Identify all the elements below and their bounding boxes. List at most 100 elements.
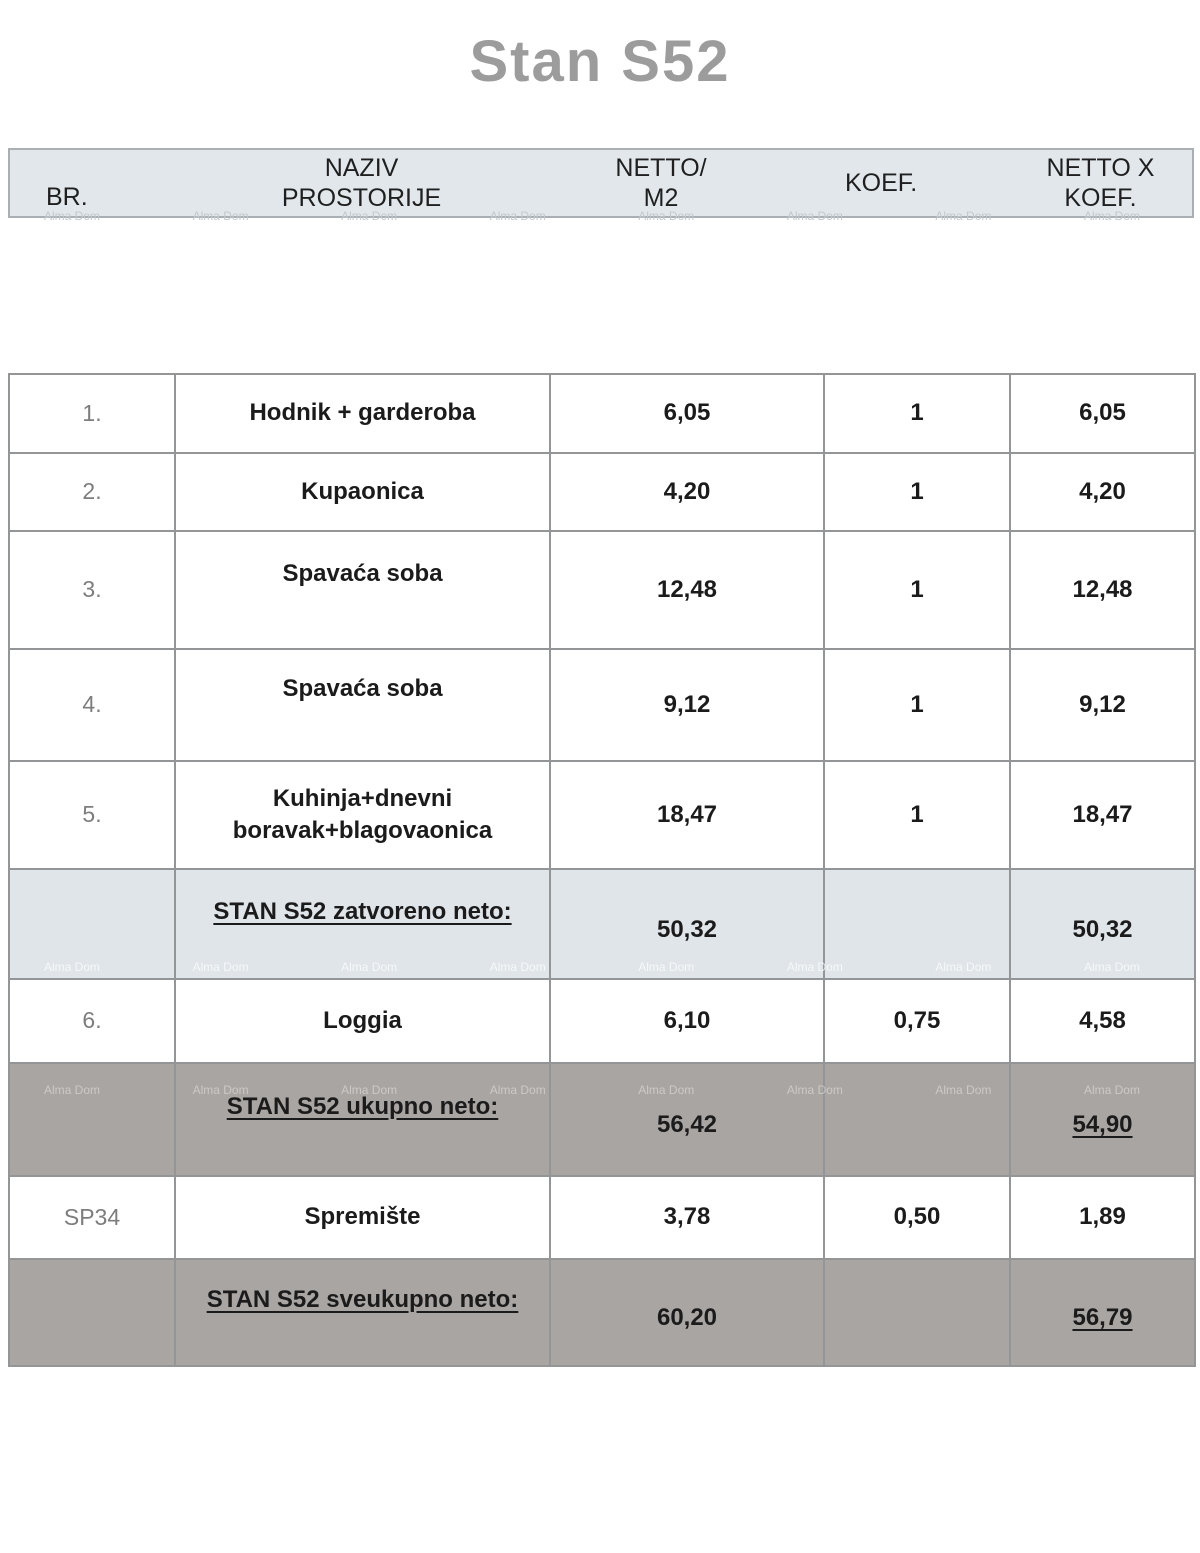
netto-m2-value: 4,20 (663, 477, 711, 505)
cell-br: SP34 (8, 1175, 176, 1260)
row-number: 6. (82, 1007, 102, 1034)
header-label-m2: M2 (643, 184, 679, 212)
row-number: 3. (82, 576, 102, 603)
cell-netto-m2: 6,05 (549, 373, 825, 454)
table-header-row: BR. NAZIV PROSTORIJE NETTO/ M2 KOEF. NET… (8, 148, 1194, 218)
cell-br (8, 1062, 176, 1177)
header-cell-naziv-prostorije: NAZIV PROSTORIJE (174, 150, 549, 216)
total-row-ukupno-neto: STAN S52 ukupno neto: 56,42 54,90 (8, 1062, 1196, 1177)
header-label-netto: NETTO/ (615, 153, 707, 182)
cell-koef (823, 1258, 1011, 1367)
cell-netto-x-koef: 50,32 (1009, 868, 1196, 980)
table-row-spavaca-soba-2: 4. Spavaća soba 9,12 1 9,12 (8, 648, 1196, 762)
row-number: 4. (82, 691, 102, 718)
cell-netto-m2: 56,42 (549, 1062, 825, 1177)
cell-br (8, 868, 176, 980)
netto-x-koef-value: 6,05 (1079, 399, 1126, 427)
koef-value: 1 (910, 800, 924, 828)
netto-m2-value: 50,32 (656, 915, 718, 943)
cell-netto-m2: 12,48 (549, 530, 825, 650)
cell-room-name: Kupaonica (174, 452, 551, 532)
row-number: 2. (82, 478, 102, 505)
cell-br: 2. (8, 452, 176, 532)
cell-summary-label: STAN S52 ukupno neto: (174, 1062, 551, 1177)
table-row-kupaonica: 2. Kupaonica 4,20 1 4,20 (8, 452, 1196, 532)
summary-label: STAN S52 zatvoreno neto: (213, 897, 512, 925)
netto-x-koef-value: 50,32 (1072, 915, 1133, 943)
cell-br: 4. (8, 648, 176, 762)
cell-netto-m2: 18,47 (549, 760, 825, 870)
table-row-spremiste: SP34 Spremište 3,78 0,50 1,89 (8, 1175, 1196, 1260)
grand-total-row-sveukupno-neto: STAN S52 sveukupno neto: 60,20 56,79 (8, 1258, 1196, 1367)
koef-value: 1 (910, 690, 924, 718)
cell-koef (823, 1062, 1011, 1177)
cell-netto-x-koef: 4,58 (1009, 978, 1196, 1064)
cell-br: 6. (8, 978, 176, 1064)
netto-m2-value: 6,05 (663, 399, 711, 427)
table-row-loggia: 6. Loggia 6,10 0,75 4,58 (8, 978, 1196, 1064)
cell-koef: 0,50 (823, 1175, 1011, 1260)
cell-br (8, 1258, 176, 1367)
subtotal-row-zatvoreno-neto: STAN S52 zatvoreno neto: 50,32 50,32 (8, 868, 1196, 980)
koef-value: 1 (910, 477, 924, 505)
header-label-netto-x: NETTO X (1046, 153, 1155, 182)
header-label-naziv: NAZIV (324, 153, 399, 182)
cell-room-name: Spavaća soba (174, 530, 551, 650)
table-row-spavaca-soba-1: 3. Spavaća soba 12,48 1 12,48 (8, 530, 1196, 650)
summary-label: STAN S52 ukupno neto: (226, 1093, 499, 1121)
cell-netto-m2: 50,32 (549, 868, 825, 980)
cell-netto-x-koef: 6,05 (1009, 373, 1196, 454)
table-row-kuhinja-dnevni-boravak: 5. Kuhinja+dnevni boravak+blagovaonica 1… (8, 760, 1196, 870)
netto-x-koef-value: 56,79 (1072, 1304, 1133, 1332)
cell-room-name: Spremište (174, 1175, 551, 1260)
row-number: SP34 (63, 1203, 121, 1230)
netto-x-koef-value: 1,89 (1079, 1203, 1126, 1231)
room-name: Spremište (304, 1203, 421, 1231)
cell-netto-m2: 3,78 (549, 1175, 825, 1260)
cell-netto-x-koef: 12,48 (1009, 530, 1196, 650)
cell-koef: 1 (823, 760, 1011, 870)
netto-m2-value: 3,78 (663, 1203, 711, 1231)
cell-netto-x-koef: 1,89 (1009, 1175, 1196, 1260)
netto-m2-value: 60,20 (656, 1304, 718, 1332)
summary-label: STAN S52 sveukupno neto: (206, 1286, 519, 1314)
cell-netto-x-koef: 9,12 (1009, 648, 1196, 762)
cell-room-name: Kuhinja+dnevni boravak+blagovaonica (174, 760, 551, 870)
header-cell-netto-m2: NETTO/ M2 (549, 150, 823, 216)
netto-x-koef-value: 9,12 (1079, 690, 1126, 718)
cell-koef: 1 (823, 373, 1011, 454)
header-label-koef: KOEF. (845, 168, 918, 197)
cell-netto-m2: 6,10 (549, 978, 825, 1064)
header-label-br: BR. (46, 182, 88, 211)
table-row-hodnik: 1. Hodnik + garderoba 6,05 1 6,05 (8, 373, 1196, 454)
netto-m2-value: 9,12 (663, 690, 711, 718)
netto-m2-value: 56,42 (656, 1111, 718, 1139)
cell-koef (823, 868, 1011, 980)
row-number: 5. (82, 801, 102, 828)
cell-room-name: Spavaća soba (174, 648, 551, 762)
row-number: 1. (82, 399, 102, 426)
koef-value: 1 (910, 399, 924, 427)
header-label-koef2: KOEF. (1064, 184, 1137, 212)
cell-netto-m2: 9,12 (549, 648, 825, 762)
netto-m2-value: 12,48 (656, 575, 718, 603)
page-title: Stan S52 (469, 29, 731, 94)
koef-value: 1 (910, 575, 924, 603)
cell-koef: 0,75 (823, 978, 1011, 1064)
netto-x-koef-value: 12,48 (1072, 575, 1133, 603)
cell-br: 3. (8, 530, 176, 650)
cell-br: 5. (8, 760, 176, 870)
cell-summary-label: STAN S52 zatvoreno neto: (174, 868, 551, 980)
netto-x-koef-value: 4,58 (1079, 1006, 1126, 1034)
netto-m2-value: 6,10 (663, 1006, 711, 1034)
header-cell-netto-x-koef: NETTO X KOEF. (1009, 150, 1192, 216)
room-name: Loggia (323, 1006, 402, 1034)
cell-netto-m2: 4,20 (549, 452, 825, 532)
cell-netto-m2: 60,20 (549, 1258, 825, 1367)
room-name: Hodnik + garderoba (249, 399, 476, 427)
cell-room-name: Hodnik + garderoba (174, 373, 551, 454)
header-cell-br: BR. (10, 150, 174, 216)
header-cell-koef: KOEF. (823, 150, 1009, 216)
cell-netto-x-koef: 4,20 (1009, 452, 1196, 532)
